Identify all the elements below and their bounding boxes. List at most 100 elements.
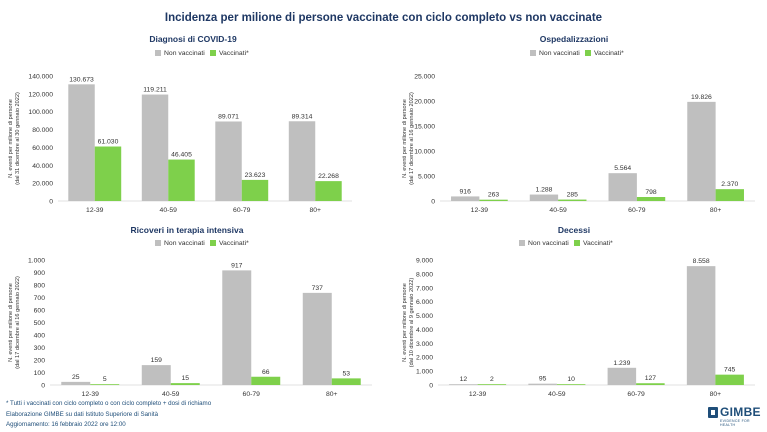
y-tick-label: 0 bbox=[429, 383, 433, 390]
y-tick-label: 5.000 bbox=[418, 174, 435, 181]
legend-swatch bbox=[210, 50, 216, 56]
x-tick-label: 60-79 bbox=[627, 391, 645, 398]
y-tick-label: 600 bbox=[34, 308, 46, 315]
bar bbox=[315, 181, 342, 201]
y-tick-label: 6.000 bbox=[416, 299, 433, 306]
data-label: 89.071 bbox=[218, 113, 239, 120]
data-label: 916 bbox=[460, 188, 472, 195]
y-axis-label: N. eventi per milione di persone bbox=[402, 99, 408, 178]
legend-swatch bbox=[155, 50, 161, 56]
y-tick-label: 60.000 bbox=[32, 145, 53, 152]
y-tick-label: 10.000 bbox=[414, 149, 435, 156]
bar bbox=[170, 383, 200, 385]
data-label: 130.673 bbox=[69, 76, 94, 83]
data-label: 5.564 bbox=[614, 165, 631, 172]
bar bbox=[607, 367, 637, 385]
x-tick-label: 40-59 bbox=[162, 391, 180, 398]
y-axis-label: (dal 17 dicembre al 16 gennaio 2022) bbox=[15, 276, 21, 369]
bar bbox=[141, 94, 169, 201]
bar bbox=[687, 101, 716, 201]
legend-swatch bbox=[530, 50, 536, 56]
legend-label: Vaccinati* bbox=[594, 50, 624, 57]
data-label: 61.030 bbox=[98, 139, 119, 146]
y-tick-label: 5.000 bbox=[416, 313, 433, 320]
legend-swatch bbox=[585, 50, 591, 56]
updated-text: Aggiornamento: 16 febbraio 2022 ore 12:0… bbox=[6, 421, 126, 428]
bar bbox=[451, 196, 480, 201]
bar bbox=[529, 194, 559, 201]
bar bbox=[715, 189, 744, 201]
chart-title: Diagnosi di COVID-19 bbox=[149, 34, 237, 44]
data-label: 15 bbox=[181, 375, 189, 382]
y-tick-label: 800 bbox=[34, 283, 46, 290]
y-tick-label: 15.000 bbox=[414, 124, 435, 131]
legend-label: Non vaccinati bbox=[164, 240, 205, 247]
data-label: 119.211 bbox=[143, 87, 167, 94]
bar bbox=[241, 179, 269, 201]
bar bbox=[528, 383, 557, 385]
data-label: 263 bbox=[488, 192, 500, 199]
x-tick-label: 80+ bbox=[309, 207, 321, 214]
bar bbox=[302, 292, 332, 385]
y-tick-label: 1.000 bbox=[416, 369, 433, 376]
data-label: 745 bbox=[724, 367, 736, 374]
y-axis-label: (dal 10 dicembre al 9 gennaio 2022) bbox=[409, 278, 415, 368]
bar bbox=[686, 266, 716, 385]
y-tick-label: 300 bbox=[34, 345, 46, 352]
y-tick-label: 500 bbox=[34, 320, 46, 327]
data-label: 1.239 bbox=[613, 360, 630, 367]
data-label: 89.314 bbox=[292, 113, 313, 120]
data-label: 46.405 bbox=[171, 152, 192, 159]
page-title: Incidenza per milione di persone vaccina… bbox=[164, 12, 603, 24]
x-tick-label: 80+ bbox=[326, 391, 338, 398]
y-tick-label: 40.000 bbox=[32, 163, 53, 170]
x-tick-label: 60-79 bbox=[243, 391, 261, 398]
bar bbox=[94, 146, 122, 201]
y-tick-label: 120.000 bbox=[28, 91, 53, 98]
y-tick-label: 4.000 bbox=[416, 327, 433, 334]
bar bbox=[608, 173, 637, 201]
y-tick-label: 0 bbox=[49, 199, 53, 206]
logo-mark-icon bbox=[708, 407, 718, 418]
bar bbox=[636, 383, 665, 385]
data-label: 5 bbox=[103, 376, 107, 383]
chart-title: Decessi bbox=[558, 225, 590, 235]
bar bbox=[331, 378, 361, 385]
legend-swatch bbox=[519, 240, 525, 246]
chart-title: Ospedalizzazioni bbox=[540, 34, 609, 44]
y-tick-label: 0 bbox=[41, 383, 45, 390]
bar bbox=[715, 374, 744, 385]
data-label: 12 bbox=[460, 376, 468, 383]
x-tick-label: 60-79 bbox=[628, 207, 646, 214]
data-label: 8.558 bbox=[693, 258, 710, 265]
legend-label: Non vaccinati bbox=[164, 50, 205, 57]
legend-swatch bbox=[574, 240, 580, 246]
bar bbox=[168, 159, 195, 201]
y-tick-label: 1.000 bbox=[28, 258, 45, 265]
x-tick-label: 80+ bbox=[710, 207, 722, 214]
y-tick-label: 140.000 bbox=[28, 74, 53, 81]
legend-swatch bbox=[210, 240, 216, 246]
y-tick-label: 7.000 bbox=[416, 285, 433, 292]
data-label: 53 bbox=[342, 370, 350, 377]
y-tick-label: 2.000 bbox=[416, 355, 433, 362]
x-tick-label: 40-59 bbox=[549, 207, 567, 214]
y-axis-label: N. eventi per milione di persone bbox=[8, 283, 14, 362]
y-tick-label: 900 bbox=[34, 270, 46, 277]
y-tick-label: 100 bbox=[34, 370, 46, 377]
logo-subtitle: EVIDENCE FOR HEALTH bbox=[720, 419, 750, 427]
y-tick-label: 80.000 bbox=[32, 127, 53, 134]
bar bbox=[449, 384, 478, 385]
x-tick-label: 60-79 bbox=[233, 207, 251, 214]
data-label: 23.623 bbox=[245, 172, 266, 179]
data-label: 159 bbox=[151, 357, 163, 364]
legend-label: Vaccinati* bbox=[583, 240, 613, 247]
x-tick-label: 12-39 bbox=[86, 207, 104, 214]
y-tick-label: 8.000 bbox=[416, 271, 433, 278]
bar bbox=[556, 384, 586, 385]
y-tick-label: 20.000 bbox=[32, 181, 53, 188]
data-label: 25 bbox=[72, 374, 80, 381]
